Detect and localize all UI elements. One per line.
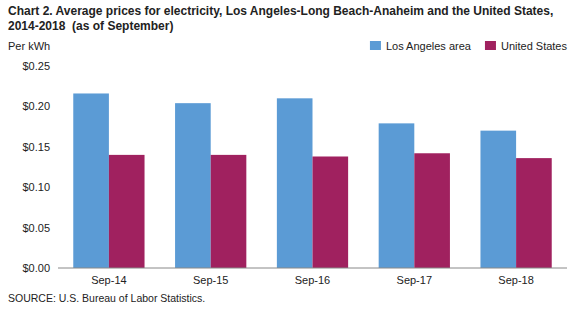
title-line: 2014-2018 (as of September) — [8, 19, 173, 33]
bar — [516, 158, 552, 268]
chart: Chart 2. Average prices for electricity,… — [0, 0, 579, 310]
legend: United States Los Angeles area — [370, 40, 568, 52]
title-line: Chart 2. Average prices for electricity,… — [8, 4, 553, 18]
bar — [175, 103, 211, 268]
bar — [109, 155, 145, 268]
bar — [277, 98, 313, 268]
y-tick-label: $0.25 — [22, 60, 50, 72]
y-tick-label: $0.05 — [22, 222, 50, 234]
legend-label: United States — [501, 40, 568, 52]
x-tick-label: Sep-15 — [193, 274, 228, 286]
y-axis-label: Per kWh — [8, 40, 50, 52]
bar — [414, 153, 450, 268]
x-tick-label: Sep-18 — [498, 274, 533, 286]
x-axis-line — [58, 268, 567, 269]
bar — [480, 131, 516, 268]
y-tick-label: $0.10 — [22, 181, 50, 193]
bar — [313, 156, 349, 268]
bar — [73, 93, 109, 268]
y-tick-label: $0.15 — [22, 141, 50, 153]
bar — [379, 123, 415, 268]
title: Chart 2. Average prices for electricity,… — [8, 4, 553, 33]
bar — [211, 155, 247, 268]
y-axis: $0.00 $0.05 $0.10 $0.15 $0.20 $0.25 — [22, 60, 50, 274]
y-tick-label: $0.20 — [22, 100, 50, 112]
annotation: SOURCE: U.S. Bureau of Labor Statistics. — [8, 292, 205, 304]
y-tick-label: $0.00 — [22, 262, 50, 274]
x-axis: Sep-14 Sep-15 Sep-16 Sep-17 Sep-18 — [58, 268, 567, 286]
x-tick-label: Sep-17 — [397, 274, 432, 286]
legend-swatch — [370, 41, 381, 50]
bars — [73, 93, 551, 268]
x-tick-label: Sep-14 — [91, 274, 126, 286]
x-tick-label: Sep-16 — [295, 274, 330, 286]
legend-swatch — [485, 41, 496, 50]
legend-label: Los Angeles area — [386, 40, 472, 52]
